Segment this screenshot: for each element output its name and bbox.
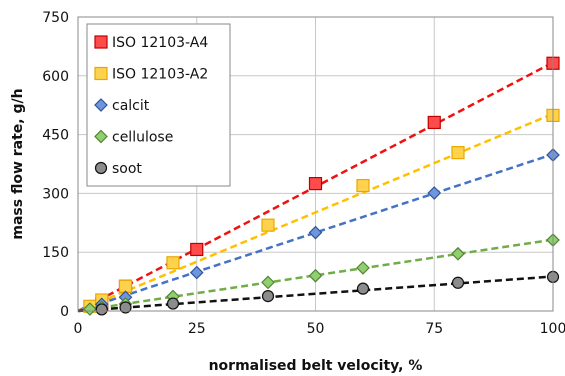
legend-box — [86, 23, 231, 187]
trend-line-cellulose — [77, 238, 554, 313]
data-point-iso-12103-a4 — [190, 242, 204, 257]
data-point-iso-12103-a2 — [451, 146, 465, 160]
data-point-cellulose — [356, 261, 370, 275]
x-tick-label: 50 — [307, 321, 325, 337]
data-point-soot — [95, 303, 108, 316]
legend-label-soot: soot — [112, 161, 142, 177]
y-tick-label: 0 — [60, 304, 69, 320]
data-point-soot — [119, 301, 132, 314]
x-tick-label: 0 — [74, 321, 83, 337]
data-point-calcit — [427, 186, 442, 200]
data-point-soot — [166, 297, 180, 310]
trend-line-calcit — [77, 153, 554, 313]
trend-line-iso-12103-a2 — [77, 112, 554, 313]
legend-label-calcit: calcit — [112, 98, 150, 114]
y-tick-label: 450 — [42, 128, 69, 144]
legend: ISO 12103-A4 ISO 12103-A2 calcit cellulose s… — [86, 23, 231, 187]
x-tick-label: 75 — [425, 321, 443, 337]
legend-label-iso-12103-a2: ISO 12103-A2 — [112, 67, 208, 83]
y-tick-label: 150 — [42, 245, 69, 261]
legend-marker-iso-12103-a4 — [94, 35, 108, 49]
data-point-calcit — [189, 265, 204, 280]
plot-area-border — [77, 16, 554, 312]
y-tick-label: 750 — [42, 10, 69, 26]
data-point-cellulose — [451, 246, 465, 261]
x-axis-title: normalised belt velocity, % — [209, 358, 423, 374]
data-point-iso-12103-a2 — [166, 256, 180, 270]
data-point-iso-12103-a2 — [356, 178, 370, 193]
data-point-soot — [356, 282, 370, 295]
data-point-iso-12103-a4 — [427, 115, 441, 130]
data-markers — [83, 56, 560, 316]
data-point-calcit — [308, 225, 323, 240]
legend-label-iso-12103-a4: ISO 12103-A4 — [112, 35, 208, 51]
data-point-soot — [451, 276, 465, 289]
data-point-cellulose — [308, 268, 323, 283]
data-point-soot — [261, 290, 275, 303]
x-tick-label: 25 — [188, 321, 206, 337]
x-tick-label: 100 — [540, 321, 565, 337]
legend-marker-cellulose — [94, 129, 108, 144]
legend-marker-soot — [94, 161, 108, 175]
y-axis-title: mass flow rate, g/h — [10, 88, 26, 239]
y-tick-label: 300 — [42, 186, 69, 202]
y-tick-label: 600 — [42, 69, 69, 85]
trend-line-soot — [77, 275, 554, 313]
legend-marker-calcit — [94, 98, 108, 112]
data-point-iso-12103-a2 — [261, 218, 275, 232]
legend-label-cellulose: cellulose — [112, 130, 173, 146]
data-point-cellulose — [261, 275, 275, 290]
data-point-cellulose — [83, 302, 97, 316]
x-axis-tick-labels: 0 25 50 75 100 — [74, 321, 565, 337]
y-axis-tick-labels: 0 150 300 450 600 750 — [42, 10, 69, 320]
data-point-iso-12103-a4 — [308, 177, 323, 191]
legend-marker-iso-12103-a2 — [94, 66, 108, 81]
